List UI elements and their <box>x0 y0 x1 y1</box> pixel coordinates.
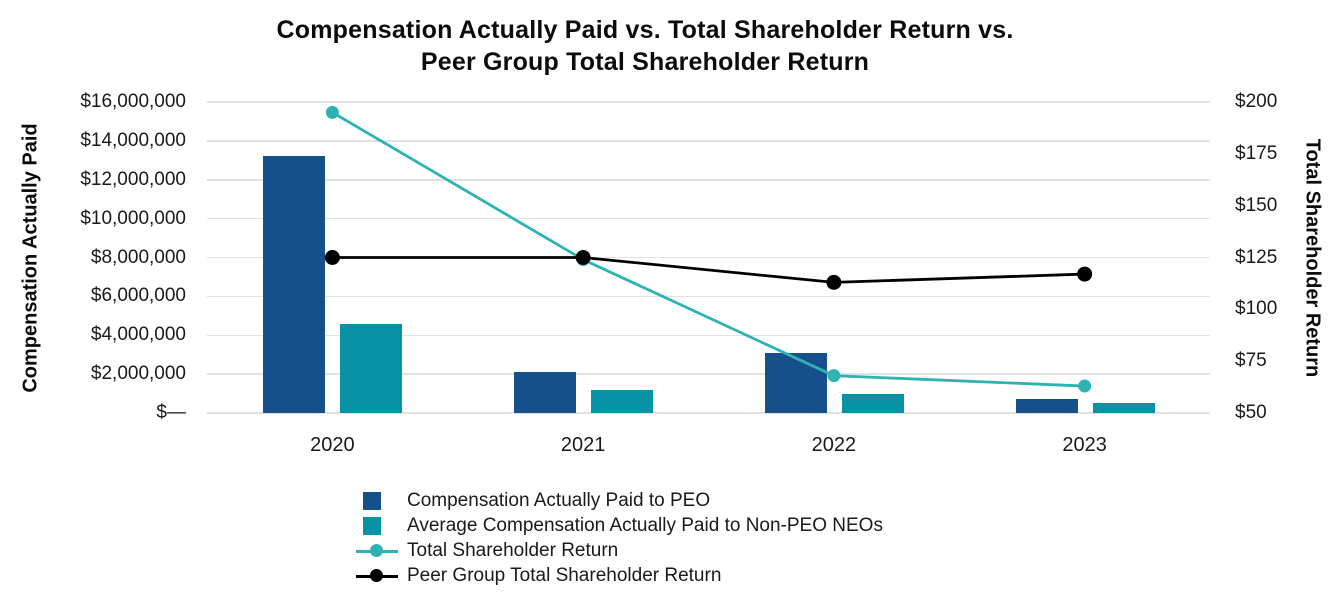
legend-label: Average Compensation Actually Paid to No… <box>407 514 883 536</box>
bar-peo <box>263 156 326 413</box>
chart-title-line1: Compensation Actually Paid vs. Total Sha… <box>276 16 1014 44</box>
left-axis-tick-label: $4,000,000 <box>90 324 186 346</box>
legend-label: Total Shareholder Return <box>407 539 619 561</box>
plot-area <box>207 101 1210 414</box>
gridline <box>207 334 1210 336</box>
bar-peo <box>514 372 577 413</box>
chart-title-line2: Peer Group Total Shareholder Return <box>420 48 870 76</box>
tsr-point <box>827 369 841 383</box>
gridline <box>207 140 1210 142</box>
bar-neo <box>340 323 403 413</box>
legend-bar-swatch <box>356 491 407 510</box>
right-axis-tick-label: $175 <box>1235 142 1278 164</box>
bar-peo <box>1015 399 1078 413</box>
left-axis-tick-label: $14,000,000 <box>80 129 186 151</box>
legend-swatch-square <box>363 491 381 510</box>
legend-label: Peer Group Total Shareholder Return <box>407 564 722 586</box>
x-axis-label: 2022 <box>811 434 857 456</box>
gridline <box>207 101 1210 103</box>
legend-bar-swatch <box>356 516 407 535</box>
tsr-line <box>331 111 1085 388</box>
peer-tsr-point <box>575 250 591 265</box>
tsr-point <box>1078 379 1092 393</box>
right-axis-tick-label: $200 <box>1235 91 1278 112</box>
right-axis-tick-label: $75 <box>1235 350 1267 372</box>
gridline <box>207 295 1210 298</box>
legend: Compensation Actually Paid to PEO Average… <box>356 488 883 588</box>
x-axis-label: 2023 <box>1062 434 1107 456</box>
left-axis-tick-label: $12,000,000 <box>80 168 186 190</box>
bar-peo <box>764 352 827 413</box>
right-axis-tick-label: $150 <box>1235 194 1278 216</box>
legend-item: Peer Group Total Shareholder Return <box>356 563 883 588</box>
bar-neo <box>1092 403 1155 413</box>
gridline <box>207 256 1210 259</box>
x-axis-label: 2020 <box>310 434 355 456</box>
chart-title: Compensation Actually Paid vs. Total Sha… <box>0 14 1290 78</box>
legend-swatch-dot <box>370 544 383 557</box>
legend-line-swatch <box>356 567 407 585</box>
left-axis-tick-label: $10,000,000 <box>80 207 186 229</box>
tsr-point <box>325 105 339 119</box>
bar-neo <box>841 393 904 413</box>
legend-swatch-square <box>363 516 381 535</box>
gridline <box>207 373 1210 375</box>
legend-item: Average Compensation Actually Paid to No… <box>356 513 883 538</box>
legend-swatch-dot <box>370 569 383 582</box>
peer-tsr-line <box>332 256 1085 284</box>
right-axis-tick-label: $100 <box>1235 298 1278 320</box>
line-series-layer <box>324 105 1093 393</box>
legend-label: Compensation Actually Paid to PEO <box>407 489 711 511</box>
left-axis-tick-label: $16,000,000 <box>80 91 186 112</box>
peer-tsr-point <box>324 250 340 265</box>
peer-tsr-point <box>1077 266 1093 282</box>
legend-item: Compensation Actually Paid to PEO <box>356 488 883 513</box>
legend-item: Total Shareholder Return <box>356 538 883 563</box>
right-axis-tick-label: $50 <box>1235 402 1267 423</box>
left-axis-tick-label: $2,000,000 <box>90 363 186 385</box>
peer-tsr-point <box>826 274 842 290</box>
left-axis-tick-label: $6,000,000 <box>90 285 186 307</box>
gridline <box>207 179 1210 181</box>
gridline <box>207 412 1210 414</box>
x-axis-label: 2021 <box>560 434 606 456</box>
bar-neo <box>591 389 654 413</box>
right-axis-tick-label: $125 <box>1235 246 1278 268</box>
gridline <box>207 217 1210 220</box>
legend-line-swatch <box>356 542 407 560</box>
left-axis-tick-label: $8,000,000 <box>90 246 186 268</box>
left-axis-tick-label: $— <box>156 402 186 423</box>
